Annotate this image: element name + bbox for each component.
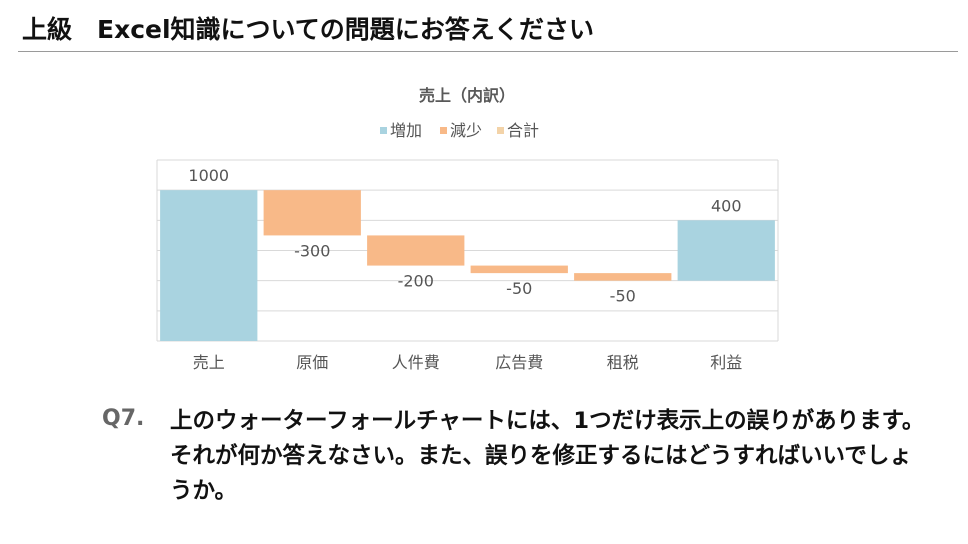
chart-x-tick-labels: 売上 原価 人件費 広告費 租税 利益	[193, 353, 743, 372]
chart-data-labels: 1000 -300 -200 -50 -50 400	[188, 166, 741, 305]
chart-bar-3	[367, 235, 465, 266]
chart-data-label: -50	[610, 287, 636, 306]
legend-label: 合計	[507, 121, 539, 140]
chart-title: 売上（内訳）	[419, 86, 515, 105]
chart-data-label: 1000	[188, 166, 229, 185]
legend-label: 増加	[390, 121, 422, 140]
chart-x-tick-label: 人件費	[392, 353, 440, 372]
chart-legend: 増加 減少 合計	[380, 121, 539, 140]
chart-bar-5	[574, 273, 672, 281]
chart-data-label: 400	[711, 196, 742, 215]
chart-data-label: -50	[506, 279, 532, 298]
legend-swatch	[497, 127, 504, 134]
chart-bar-4	[470, 265, 568, 274]
legend-label: 減少	[450, 121, 482, 140]
question-number: Q7.	[102, 406, 145, 431]
chart-data-label: -200	[398, 272, 434, 291]
chart-x-tick-label: 租税	[607, 353, 639, 372]
chart-bars	[160, 190, 775, 341]
question-text: 上のウォーターフォールチャートには、1つだけ表示上の誤りがあります。それが何か答…	[170, 408, 925, 504]
legend-swatch	[380, 127, 387, 134]
legend-swatch	[440, 127, 447, 134]
title-divider	[18, 51, 958, 52]
chart-gridlines	[156, 159, 779, 342]
chart-x-tick-label: 広告費	[495, 353, 543, 372]
chart-bar-6	[677, 220, 775, 281]
chart-data-label: -300	[294, 241, 330, 260]
waterfall-chart: 売上（内訳） 増加 減少 合計 1000 -300 -200 -50 -50 400 売上 原価…	[156, 86, 779, 372]
chart-bar-1	[160, 190, 258, 341]
chart-bar-2	[263, 190, 361, 236]
chart-x-tick-label: 売上	[193, 353, 225, 372]
chart-x-tick-label: 利益	[710, 353, 742, 372]
chart-x-tick-label: 原価	[296, 353, 328, 372]
page-title: 上級 Excel知識についての問題にお答えください	[22, 15, 595, 44]
